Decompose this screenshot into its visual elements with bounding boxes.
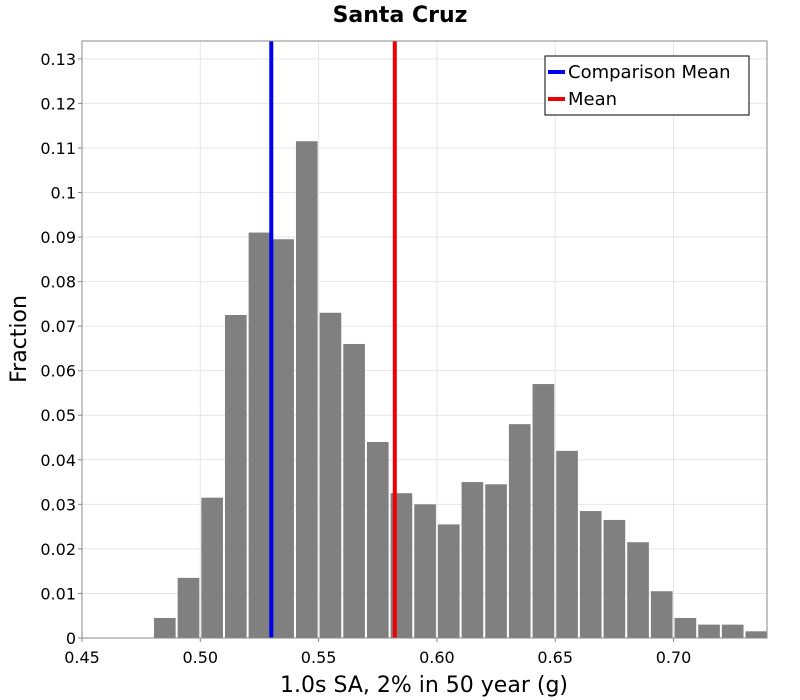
- bar-15: [508, 424, 531, 638]
- bar-1: [177, 577, 200, 638]
- y-tick-label-10: 0.1: [51, 183, 76, 202]
- x-tick-label-3: 0.60: [419, 648, 455, 667]
- bar-24: [721, 624, 744, 638]
- y-tick-label-4: 0.04: [40, 451, 76, 470]
- bar-8: [343, 343, 365, 638]
- plot-frame: [81, 40, 768, 639]
- bar-4: [248, 232, 271, 638]
- bar-22: [674, 617, 697, 638]
- bar-23: [698, 624, 720, 638]
- legend-label-comparison-mean: Comparison Mean: [568, 62, 731, 83]
- y-tick-label-13: 0.13: [40, 50, 76, 69]
- bar-9: [366, 441, 389, 638]
- x-tick-label-5: 0.70: [656, 648, 692, 667]
- bar-3: [224, 314, 247, 638]
- legend: Comparison Mean Mean: [544, 55, 750, 116]
- y-tick-label-12: 0.12: [40, 94, 76, 113]
- bar-18: [579, 511, 602, 638]
- y-tick-label-11: 0.11: [40, 139, 76, 158]
- y-tick-label-0: 0: [66, 629, 76, 648]
- bar-17: [556, 450, 578, 638]
- bar-6: [295, 141, 318, 638]
- bar-12: [437, 524, 460, 638]
- x-axis-title: 1.0s SA, 2% in 50 year (g): [280, 673, 568, 698]
- bar-13: [461, 482, 484, 638]
- legend-label-mean: Mean: [568, 89, 617, 110]
- bar-21: [650, 591, 673, 638]
- x-axis-ticks: 0.45 0.50 0.55 0.60 0.65 0.70: [64, 638, 691, 667]
- y-tick-label-1: 0.01: [40, 584, 76, 603]
- y-tick-label-5: 0.05: [40, 406, 76, 425]
- legend-box: [544, 55, 750, 116]
- y-tick-label-3: 0.03: [40, 495, 76, 514]
- x-tick-label-1: 0.50: [182, 648, 218, 667]
- bar-7: [319, 312, 342, 638]
- bar-14: [485, 484, 507, 638]
- y-axis-title: Fraction: [7, 295, 32, 383]
- mean-lines: [269, 41, 397, 638]
- bar-16: [532, 384, 555, 638]
- bar-20: [627, 542, 649, 638]
- y-tick-label-7: 0.07: [40, 317, 76, 336]
- chart-title: Santa Cruz: [333, 3, 468, 28]
- bar-11: [414, 504, 436, 638]
- x-tick-label-2: 0.55: [301, 648, 337, 667]
- y-tick-label-6: 0.06: [40, 362, 76, 381]
- bar-0: [153, 617, 176, 638]
- bar-25: [745, 631, 768, 638]
- y-tick-label-9: 0.09: [40, 228, 76, 247]
- y-axis-ticks: 0 0.01 0.02 0.03 0.04 0.05 0.06 0.07 0.08 0.09 0.1…: [40, 50, 82, 648]
- bar-19: [603, 519, 626, 638]
- bars: [153, 141, 768, 639]
- bar-2: [201, 497, 223, 638]
- x-tick-label-4: 0.65: [537, 648, 573, 667]
- y-tick-label-8: 0.08: [40, 273, 76, 292]
- bar-5: [272, 239, 294, 639]
- x-tick-label-0: 0.45: [64, 648, 100, 667]
- y-tick-label-2: 0.02: [40, 540, 76, 559]
